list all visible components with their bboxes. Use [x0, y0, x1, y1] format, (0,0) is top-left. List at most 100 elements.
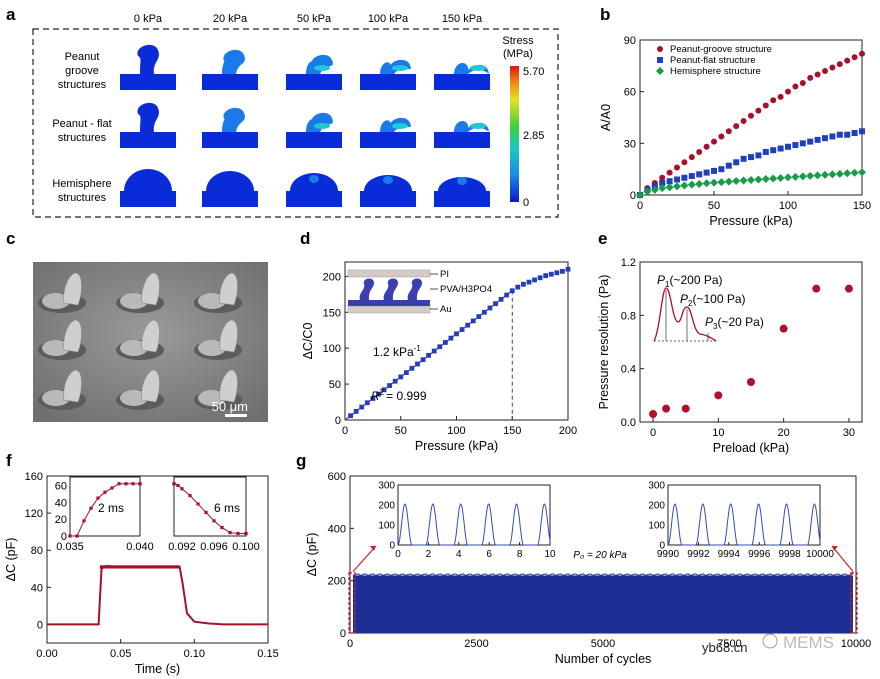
electrolyte-pillar: [407, 278, 422, 300]
y-tick-label: 0.4: [621, 364, 636, 376]
data-point: [126, 565, 130, 569]
data-point: [733, 159, 740, 166]
data-point: [132, 565, 136, 569]
stress-colorbar: Stress (MPa) 5.70 2.85 0: [502, 35, 544, 209]
inset-signal: [397, 503, 551, 546]
pillar-body: [141, 369, 160, 403]
inset-line: [70, 483, 140, 537]
inset-x-tick: 9990: [657, 549, 680, 560]
fem-simulations: [120, 44, 490, 207]
data-point: [674, 176, 680, 183]
substrate: [120, 74, 176, 90]
y-tick-label: 0: [37, 619, 43, 631]
inset1-annotation: 2 ms: [98, 501, 124, 515]
panel-label-f: f: [6, 451, 12, 470]
au-layer: [347, 305, 431, 314]
substrate: [202, 74, 258, 90]
x-tick-label: 100: [779, 200, 797, 212]
data-point: [702, 179, 711, 188]
data-point: [844, 284, 853, 293]
x-tick-label: 0.00: [36, 648, 57, 660]
data-point: [509, 288, 515, 294]
data-point: [740, 155, 747, 162]
data-point: [822, 135, 828, 142]
stress-hotspot: [383, 176, 393, 184]
pillar: [306, 112, 333, 132]
data-point: [761, 174, 770, 183]
y-tick-label: 200: [328, 576, 346, 588]
data-point: [725, 128, 732, 135]
x-tick-label: 50: [395, 425, 407, 437]
data-point: [711, 167, 717, 174]
colorbar-tick: 5.70: [523, 66, 544, 78]
scale-bar: [225, 414, 247, 417]
data-point: [754, 175, 763, 184]
data-point: [108, 565, 112, 569]
x-tick-label: 0: [342, 425, 348, 437]
y-tick-label: 600: [328, 471, 346, 483]
x-tick-label: 0.05: [110, 648, 131, 660]
data-point: [138, 565, 142, 569]
y-tick-label: 100: [323, 343, 341, 355]
data-point: [493, 301, 498, 307]
inset-y-tick: 0: [389, 541, 395, 552]
panel-label-d: d: [300, 229, 310, 248]
data-point: [844, 57, 851, 64]
inset-signal: [667, 503, 821, 546]
pillar-base: [198, 293, 226, 309]
data-point: [144, 565, 148, 569]
data-point: [129, 565, 133, 569]
data-point: [769, 174, 778, 183]
substrate: [202, 191, 258, 207]
data-point: [659, 179, 666, 186]
substrate: [120, 191, 176, 207]
data-point: [733, 123, 740, 130]
data-point: [381, 387, 387, 393]
data-point: [681, 174, 688, 181]
pillar-body: [63, 272, 82, 306]
data-point: [791, 172, 800, 181]
data-point: [487, 305, 493, 311]
data-point: [526, 279, 532, 285]
sem-pillars: [38, 272, 242, 410]
data-point: [659, 174, 666, 181]
pointer-arrow: [352, 545, 377, 572]
inset-x-tick: 0.092: [168, 541, 196, 553]
data-point: [504, 292, 510, 298]
scale-bar-label: 50 μm: [212, 399, 248, 414]
data-point: [481, 309, 487, 315]
electrolyte-pillars: [359, 278, 422, 300]
data-point: [739, 176, 748, 185]
p3-label: P3(~20 Pa): [705, 315, 764, 331]
x-tick-label: 30: [843, 427, 855, 439]
inset-frame: [667, 484, 821, 546]
inset-y-tick: 0: [659, 541, 665, 552]
arrow-head: [832, 546, 838, 551]
data-point: [748, 112, 754, 119]
data-point: [415, 361, 420, 367]
stress-hotspot: [392, 65, 408, 71]
data-point: [650, 185, 659, 194]
data-point: [537, 275, 543, 281]
data-point: [850, 168, 859, 177]
stress-hotspot: [314, 123, 330, 129]
data-point: [141, 565, 145, 569]
panel-f: f 0.00 0.05 0.10 0.15 0 40 80 120 160 Time (s) ΔC …: [4, 451, 279, 676]
pillar: [137, 44, 159, 74]
inset-x-tick: 9998: [778, 549, 801, 560]
data-point: [821, 170, 829, 179]
data-point: [755, 107, 762, 114]
data-point: [807, 74, 814, 81]
highlight-start: [348, 572, 356, 634]
y-tick-label: 90: [624, 35, 636, 47]
inset-line: [173, 483, 246, 534]
legend-entry: Peanut-groove structure: [670, 44, 772, 55]
panel-label-e: e: [598, 229, 607, 248]
plot-frame: [639, 39, 863, 196]
data-point: [688, 154, 695, 161]
data-point: [836, 131, 843, 138]
pressure-header: 0 kPa: [134, 13, 163, 25]
data-point: [152, 565, 157, 569]
